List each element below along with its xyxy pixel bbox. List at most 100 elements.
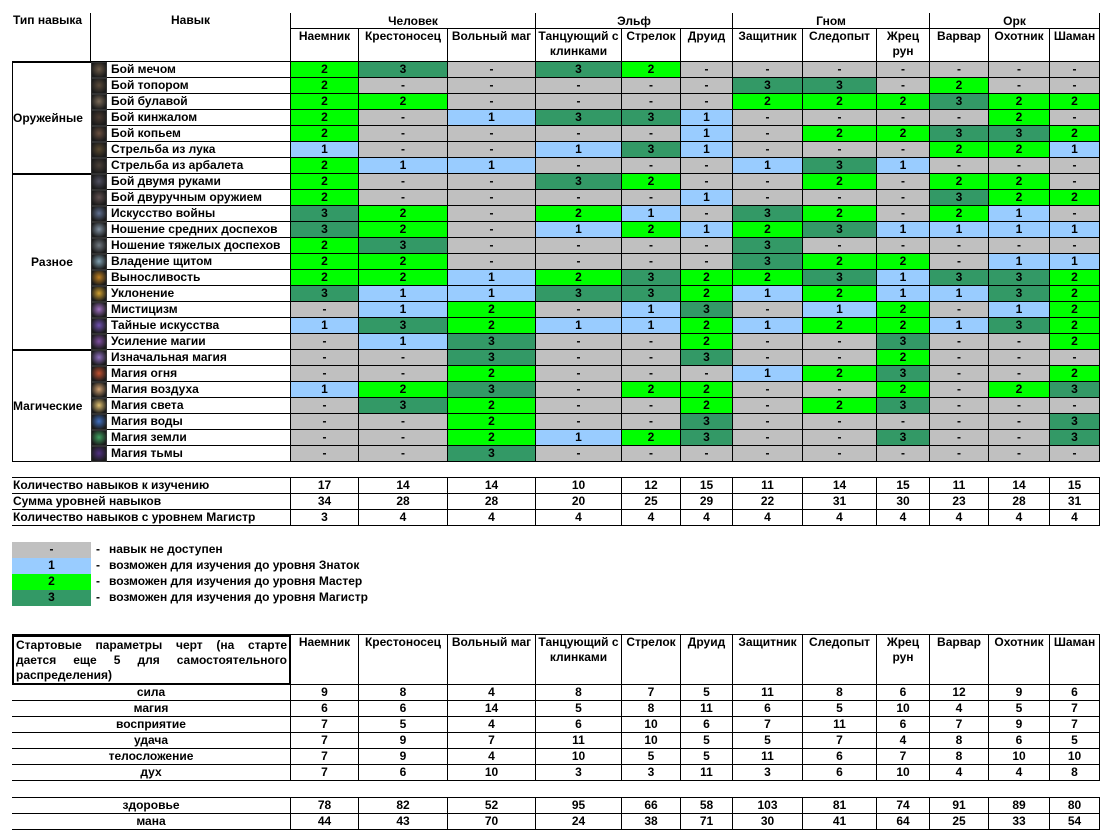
skill-level-cell: 2: [803, 126, 877, 142]
legend-text: возможен для изучения до уровня Магистр: [109, 590, 368, 604]
skill-level-cell: 2: [803, 398, 877, 414]
derived-value: 103: [733, 798, 803, 814]
spear-icon: [91, 126, 107, 142]
class-header: Охотник: [989, 635, 1050, 685]
skill-level-cell: 3: [803, 270, 877, 286]
skill-level-cell: 1: [877, 222, 930, 238]
class-header: Шаман: [1050, 635, 1100, 685]
skill-level-cell: 2: [989, 142, 1050, 158]
skill-level-cell: -: [930, 254, 989, 270]
skill-level-cell: 3: [877, 334, 930, 350]
skill-level-cell: -: [733, 350, 803, 366]
param-value: 11: [733, 685, 803, 701]
skill-level-cell: -: [622, 366, 681, 382]
totals-value: 14: [803, 478, 877, 494]
dagger-icon: [91, 110, 107, 126]
param-value: 11: [681, 765, 733, 781]
skill-name: Бой двуручным оружием: [107, 190, 291, 206]
class-header: Наемник: [291, 29, 359, 62]
heavy-armor-icon: [91, 238, 107, 254]
param-value: 8: [536, 685, 622, 701]
skill-level-cell: -: [989, 446, 1050, 462]
skill-level-cell: -: [681, 94, 733, 110]
skill-name: Магия воздуха: [107, 382, 291, 398]
totals-value: 23: [930, 494, 989, 510]
totals-value: 4: [359, 510, 448, 526]
skill-level-cell: 3: [681, 430, 733, 446]
skill-level-cell: 3: [733, 78, 803, 94]
class-header: Следопыт: [803, 29, 877, 62]
skill-level-cell: -: [291, 446, 359, 462]
param-value: 10: [877, 701, 930, 717]
skill-level-cell: -: [681, 78, 733, 94]
skill-level-cell: 2: [448, 318, 536, 334]
skill-level-cell: 1: [681, 190, 733, 206]
param-value: 7: [622, 685, 681, 701]
param-value: 5: [803, 701, 877, 717]
air-magic-icon: [91, 382, 107, 398]
totals-value: 4: [536, 510, 622, 526]
skill-name: Владение щитом: [107, 254, 291, 270]
skill-level-cell: 2: [877, 350, 930, 366]
skill-level-cell: 1: [733, 366, 803, 382]
skill-level-cell: 2: [989, 94, 1050, 110]
skill-level-cell: -: [803, 238, 877, 254]
skill-level-cell: 2: [1050, 190, 1100, 206]
class-header: Вольный маг: [448, 29, 536, 62]
skill-level-cell: 2: [1050, 366, 1100, 382]
legend-dash: -: [96, 590, 100, 604]
skill-level-cell: 2: [1050, 94, 1100, 110]
skill-level-cell: 3: [930, 126, 989, 142]
param-value: 5: [1050, 733, 1100, 749]
table-border: [12, 477, 1100, 478]
skill-level-cell: -: [536, 382, 622, 398]
skill-level-cell: -: [989, 334, 1050, 350]
skill-level-cell: -: [536, 414, 622, 430]
skill-level-cell: -: [733, 190, 803, 206]
skill-level-cell: 1: [989, 206, 1050, 222]
class-header: Крестоносец: [359, 29, 448, 62]
skill-name: Магия света: [107, 398, 291, 414]
skill-level-cell: -: [989, 350, 1050, 366]
skill-level-cell: -: [448, 126, 536, 142]
skill-level-cell: -: [359, 110, 448, 126]
param-value: 10: [989, 749, 1050, 765]
class-header: Следопыт: [803, 635, 877, 685]
skill-level-cell: 1: [733, 318, 803, 334]
derived-value: 41: [803, 814, 877, 830]
param-value: 3: [536, 765, 622, 781]
skill-level-cell: -: [536, 158, 622, 174]
class-header: Друид: [681, 29, 733, 62]
param-value: 7: [291, 733, 359, 749]
skill-name: Тайные искусства: [107, 318, 291, 334]
skill-level-cell: -: [930, 302, 989, 318]
skill-level-cell: -: [681, 238, 733, 254]
param-value: 5: [622, 749, 681, 765]
skill-name: Бой копьем: [107, 126, 291, 142]
class-header: Защитник: [733, 635, 803, 685]
skill-level-cell: -: [448, 78, 536, 94]
skill-level-cell: 2: [877, 302, 930, 318]
skill-name: Магия земли: [107, 430, 291, 446]
skill-level-cell: 2: [989, 110, 1050, 126]
skill-level-cell: 3: [536, 286, 622, 302]
race-header: Человек: [291, 13, 536, 29]
param-value: 7: [291, 765, 359, 781]
totals-value: 28: [448, 494, 536, 510]
skill-level-cell: -: [803, 110, 877, 126]
class-header: Жрец рун: [877, 635, 930, 685]
endurance-icon: [91, 270, 107, 286]
skill-level-cell: -: [877, 190, 930, 206]
skill-level-cell: 2: [448, 414, 536, 430]
skill-level-cell: -: [448, 142, 536, 158]
skill-level-cell: 2: [291, 158, 359, 174]
race-header: Гном: [733, 13, 930, 29]
arcane-icon: [91, 318, 107, 334]
skill-level-cell: -: [1050, 174, 1100, 190]
skill-name: Стрельба из арбалета: [107, 158, 291, 174]
skill-level-cell: -: [448, 62, 536, 78]
skill-level-cell: -: [803, 142, 877, 158]
skill-level-cell: 2: [359, 94, 448, 110]
skill-level-cell: -: [930, 398, 989, 414]
legend-dash: -: [96, 542, 100, 556]
